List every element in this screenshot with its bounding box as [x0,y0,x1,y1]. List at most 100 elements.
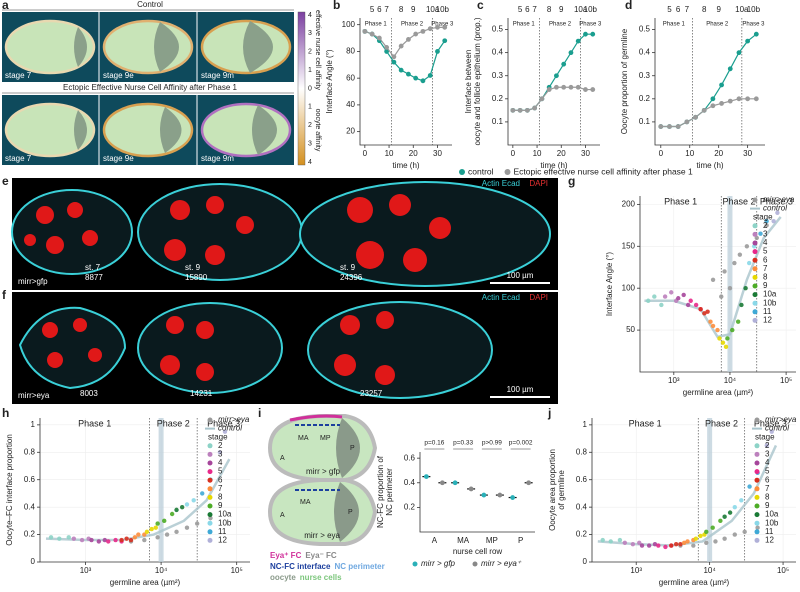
legend-text: 8 [763,273,768,282]
phase-label: Phase 1 [664,196,697,206]
x-tick-label: 20 [557,149,566,158]
phase-label: Phase 2 [549,22,572,28]
region-label: MA [298,435,309,442]
point [66,535,71,540]
axes [654,18,765,146]
point [732,532,737,537]
panel-label: g [568,174,575,188]
legend-swatch [207,443,213,449]
colorbar-tick: 2 [308,122,312,129]
x-tick-label: 10 [685,149,694,158]
stage-tick-label: 10b [584,5,598,14]
x-axis-label: germline area (µm²) [683,388,754,397]
point [732,260,737,266]
point [155,521,160,526]
y-axis-label: Interface Angle (°) [605,252,614,316]
x-tick-label: 10⁴ [155,566,168,575]
y-axis-label: NC-FC proportion of [376,455,385,528]
legend-swatch [752,240,758,246]
point [106,539,111,544]
point [698,533,703,539]
point [124,536,129,541]
legend-text: mirr > gfp [421,559,456,568]
chart: j 0 0.2 0.4 0.6 0.8 1 Oocyte area proportion of … [547,406,797,587]
y-tick-label: 80 [346,47,355,56]
stage-tick-label: 8 [399,5,404,14]
point [705,309,710,314]
y-tick-label: 100 [342,20,356,29]
point [384,45,390,50]
p-value: p=0.002 [509,440,533,447]
point [622,540,628,545]
point [153,525,158,530]
point [764,223,769,228]
legend-swatch [752,223,758,229]
point [698,306,703,312]
legend-title: stage [753,212,773,221]
legend-text: 10a [218,510,232,519]
point [735,319,741,324]
point [144,529,150,535]
point [510,495,516,500]
point [442,38,448,44]
genotype: mirr > eya [304,531,340,540]
legend-text: 3 [765,450,770,459]
point [79,537,85,543]
scale-bar: 100 µm [507,385,534,394]
point [149,526,154,532]
y-tick-label: 0 [583,557,588,566]
point [184,502,190,507]
p-value: p=0.33 [453,440,473,447]
legend-text: 3 [763,230,768,239]
legend-title: stage [755,432,775,441]
region-label: MP [320,435,331,442]
point [561,61,567,67]
y-tick-label: 0.2 [404,502,416,511]
point [688,298,693,303]
legend-text: 5 [765,467,770,476]
point [590,87,596,92]
x-tick-label: 10³ [668,376,680,385]
legend-swatch [754,451,760,457]
legend-swatch [207,529,213,535]
legend-swatch [207,537,213,543]
x-tick-label: 20 [409,149,418,158]
y-tick-label: 20 [346,127,355,136]
x-axis-label: germline area (µm²) [110,578,181,587]
point [727,66,733,72]
point [191,498,196,503]
legend-swatch [754,443,760,449]
region-label: MA [300,499,311,506]
area: 23257 [360,389,383,398]
y-axis-label: Interface between [464,50,473,114]
point [718,518,723,524]
legend-swatch [752,317,758,323]
stage-tick-label: 5 [667,5,672,14]
phase-label: Phase 1 [663,22,686,28]
y-axis-label: Oocyte proportion of germline [620,28,629,134]
legend-text: 2 [763,221,768,230]
y-tick-label: 0.5 [492,25,504,34]
phase-label: Phase 2 [705,418,738,428]
point [554,84,559,90]
legend-swatch [207,460,213,466]
point [583,31,588,37]
legend-text: oocyte [270,573,296,582]
x-tick-label: 10³ [80,566,92,575]
legend-swatch [752,292,758,298]
point [676,296,681,301]
legend-text: 2 [765,441,770,450]
y-axis-label: NC perimeter [385,468,394,516]
legend-text: 10b [763,298,777,307]
chart: d 0.1 0.2 0.3 0.4 0.5 Oocyte proportion of ger… [620,0,765,170]
stage-tick-label: 10a [574,5,588,14]
legend-text: mirr > eya⁺ [481,559,522,568]
point [732,504,737,510]
stage-tick-label: 10a [426,5,440,14]
point [132,535,138,540]
legend-text: mirr>eya [763,195,795,204]
point [89,537,94,543]
chart: c 0.1 0.2 0.3 0.4 0.5 Interface between oocyte … [464,0,602,170]
